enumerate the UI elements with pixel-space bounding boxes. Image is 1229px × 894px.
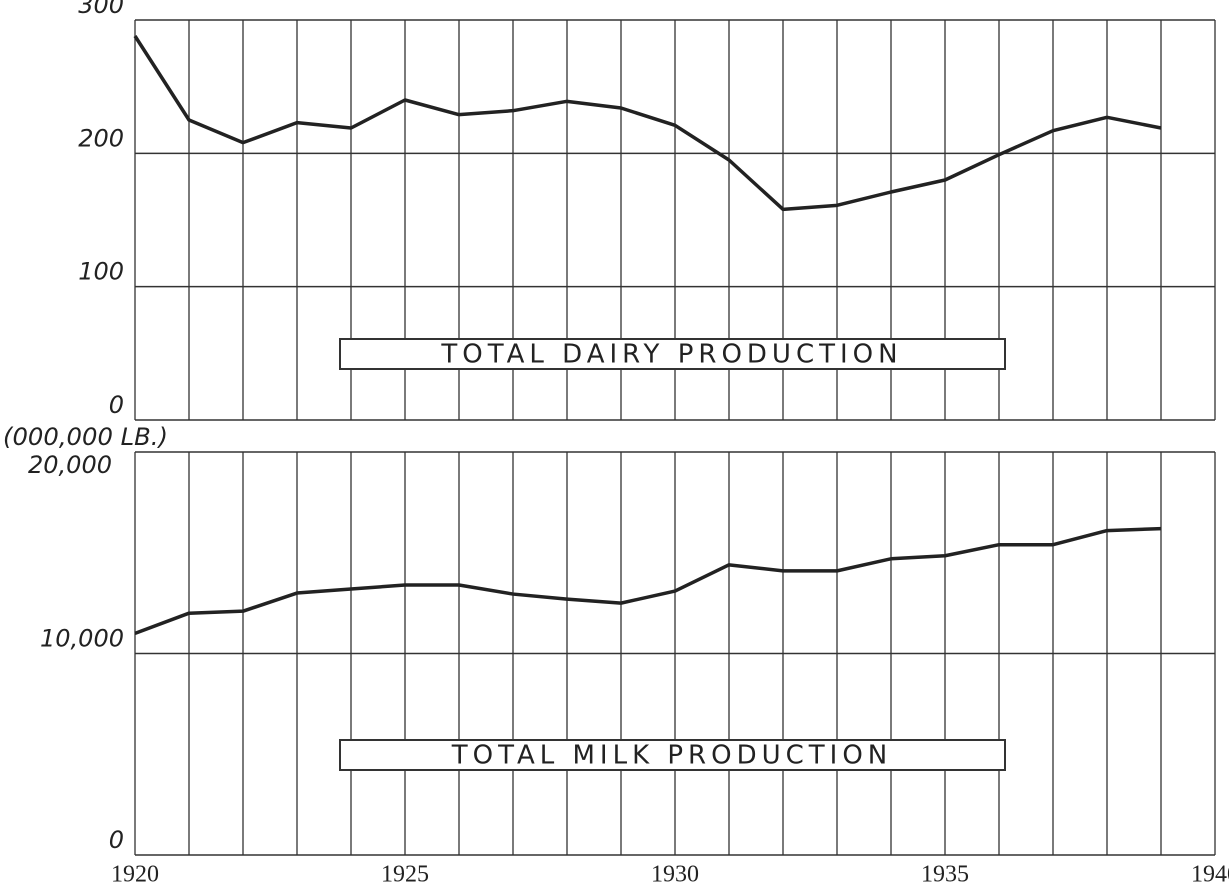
y-tick-label: 20,000 <box>28 451 112 479</box>
y-tick-label: 10,000 <box>40 625 124 653</box>
title-box <box>339 739 1006 771</box>
x-tick-label: 1930 <box>651 862 699 888</box>
x-tick-label: 1940 <box>1191 862 1229 888</box>
data-line <box>133 35 1162 212</box>
y-unit-label: (000,000 LB.) <box>3 423 168 451</box>
y-tick-label: 200 <box>78 124 124 152</box>
chart-title: TOTAL MILK PRODUCTION <box>451 741 893 771</box>
title-box <box>339 338 1006 370</box>
y-tick-label: 0 <box>109 391 124 419</box>
y-tick-label: 100 <box>78 258 124 286</box>
x-tick-label: 1935 <box>921 862 969 888</box>
chart-title: TOTAL DAIRY PRODUCTION <box>440 340 902 370</box>
y-tick-label: 0 <box>109 826 124 854</box>
data-line <box>134 526 1162 635</box>
x-tick-label: 1925 <box>381 862 429 888</box>
y-tick-label: 300 <box>78 0 124 19</box>
x-tick-label: 1920 <box>111 862 159 888</box>
